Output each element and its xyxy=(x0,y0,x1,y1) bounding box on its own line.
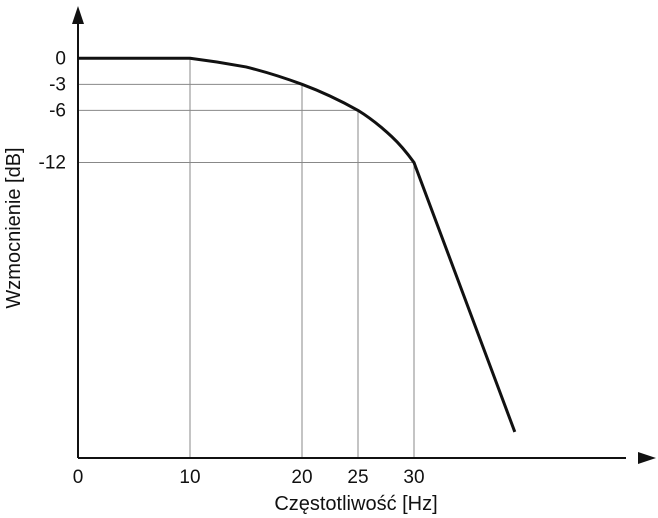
x-axis-arrowhead xyxy=(638,452,656,464)
y-tick-label: -3 xyxy=(49,74,66,95)
y-axis-arrowhead xyxy=(72,6,84,24)
y-tick-label: 0 xyxy=(55,48,66,69)
x-tick-labels: 0 10 20 25 30 xyxy=(73,467,425,488)
x-axis-title: Częstotliwość [Hz] xyxy=(274,493,437,515)
y-tick-label: -6 xyxy=(49,100,66,121)
x-tick-label: 0 xyxy=(73,467,84,488)
x-tick-label: 30 xyxy=(403,467,424,488)
y-axis-title: Wzmocnienie [dB] xyxy=(3,147,25,308)
y-tick-label: -12 xyxy=(39,153,66,174)
series-curve xyxy=(78,56,517,433)
y-tick-labels: 0 -3 -6 -12 xyxy=(39,48,66,173)
x-tick-label: 10 xyxy=(179,467,200,488)
x-tick-label: 20 xyxy=(291,467,312,488)
grid-lines xyxy=(78,58,415,458)
x-tick-label: 25 xyxy=(347,467,368,488)
